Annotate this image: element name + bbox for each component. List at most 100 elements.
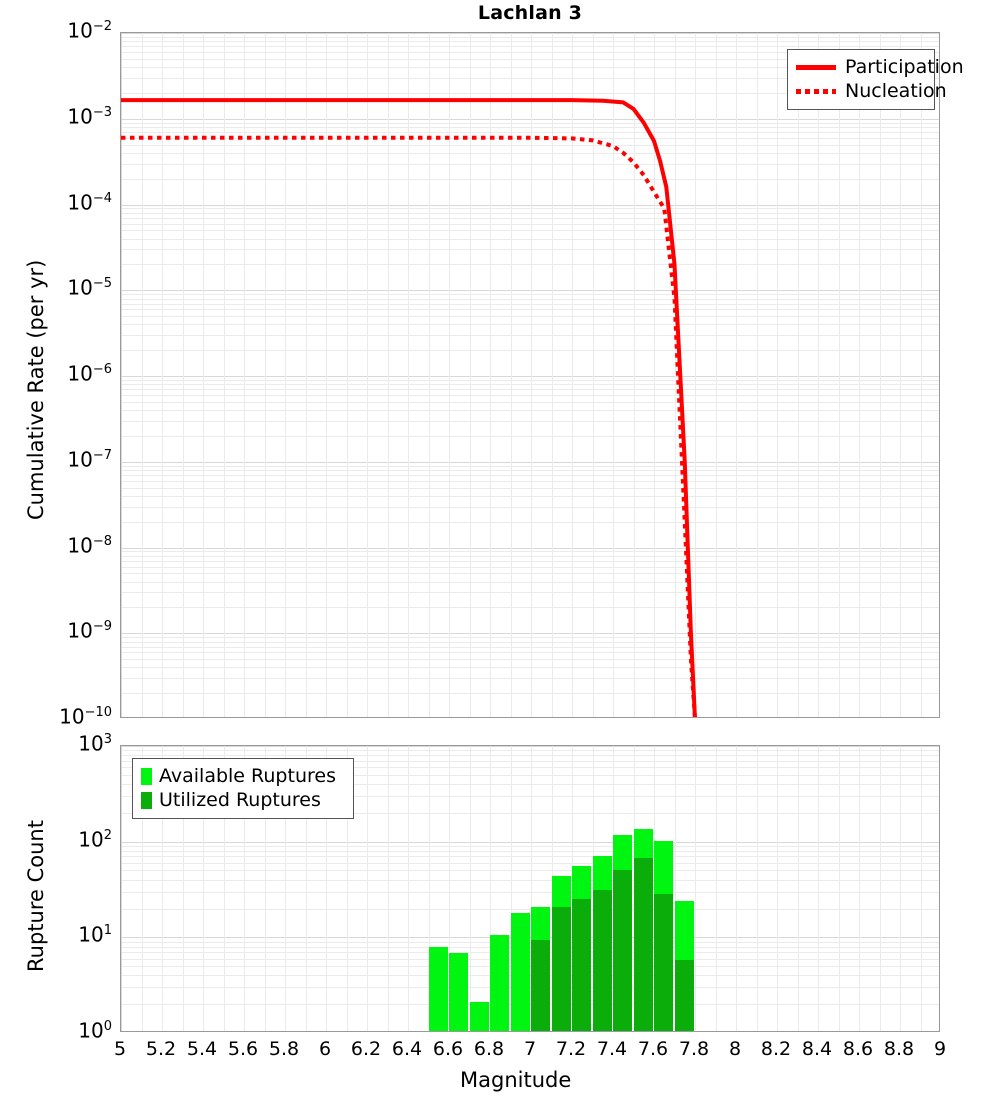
gridline-minor <box>531 33 532 717</box>
gridline-minor <box>121 420 939 422</box>
gridline-minor <box>305 746 307 1031</box>
gridline-minor <box>121 521 939 523</box>
gridline-minor <box>203 746 204 1031</box>
x-tick-label: 7 <box>523 1038 537 1060</box>
gridline-minor <box>469 33 471 717</box>
nucleation-dotted-line-icon <box>796 88 836 94</box>
gridline-minor <box>121 862 939 864</box>
gridline-minor <box>121 230 939 232</box>
gridline-minor <box>736 33 737 717</box>
x-tick-label: 9 <box>933 1038 947 1060</box>
gridline-minor <box>121 294 939 296</box>
gridline-minor <box>121 637 939 639</box>
gridline-minor <box>879 746 881 1031</box>
bar-segment-available <box>449 953 468 1031</box>
bar-segment-utilized <box>592 889 612 1031</box>
gridline-minor <box>121 335 939 337</box>
gridline-minor <box>121 238 939 240</box>
gridline-minor <box>121 678 939 680</box>
bar-segment-utilized <box>572 898 591 1031</box>
gridline-minor <box>572 33 573 717</box>
figure-title: Lachlan 3 <box>477 2 583 24</box>
gridline-minor <box>162 33 163 717</box>
gridline-minor <box>121 760 939 762</box>
legend-label-participation: Participation <box>845 55 964 78</box>
gridline-minor <box>141 746 143 1031</box>
gridline-minor <box>121 487 939 489</box>
gridline-minor <box>900 746 901 1031</box>
gridline-major <box>121 290 939 292</box>
gridline-minor <box>428 33 430 717</box>
gridline-minor <box>121 52 939 54</box>
gridline-minor <box>510 746 512 1031</box>
gridline-minor <box>613 33 614 717</box>
y-tick-label: 10−8 <box>67 533 112 558</box>
x-tick-label: 6.8 <box>473 1038 505 1060</box>
gridline-minor <box>121 303 939 305</box>
gridline-minor <box>449 33 450 717</box>
series-nucleation <box>121 135 697 717</box>
bar-segment-available <box>510 913 530 1031</box>
gridline-minor <box>121 122 939 124</box>
gridline-minor <box>633 33 635 717</box>
gridline-minor <box>121 891 939 893</box>
gridline-minor <box>777 33 778 717</box>
gridline-minor <box>592 33 594 717</box>
rupture-legend: Available Ruptures Utilized Ruptures <box>132 758 354 819</box>
gridline-minor <box>121 850 939 852</box>
gridline-minor <box>121 755 939 757</box>
y-tick-label: 103 <box>78 731 112 756</box>
series-participation <box>121 98 697 717</box>
rupture-count-plot-area <box>121 746 939 1031</box>
gridline-minor <box>121 667 939 669</box>
gridline-minor <box>182 33 184 717</box>
legend-label-nucleation: Nucleation <box>845 79 947 102</box>
gridline-minor <box>121 856 939 858</box>
y-axis-label-bottom: Rupture Count <box>24 819 48 972</box>
gridline-major <box>121 841 939 843</box>
histogram-bar <box>510 746 530 1031</box>
x-tick-label: 7.8 <box>678 1038 710 1060</box>
gridline-minor <box>469 746 471 1031</box>
gridline-minor <box>121 41 939 43</box>
legend-item-nucleation: Nucleation <box>796 79 947 103</box>
gridline-minor <box>121 966 939 968</box>
gridline-minor <box>121 958 939 960</box>
gridline-minor <box>879 33 881 717</box>
gridline-minor <box>346 33 348 717</box>
gridline-minor <box>223 746 225 1031</box>
gridline-minor <box>121 58 939 60</box>
y-tick-label: 10−5 <box>67 275 112 300</box>
gridline-minor <box>121 264 939 266</box>
gridline-minor <box>121 127 939 129</box>
gridline-minor <box>203 33 204 717</box>
gridline-major <box>121 746 122 1031</box>
y-tick-label: 10−2 <box>67 18 112 43</box>
gridline-minor <box>797 746 799 1031</box>
gridline-minor <box>551 33 553 717</box>
gridline-minor <box>121 796 939 798</box>
x-tick-label: 8.4 <box>801 1038 833 1060</box>
bar-segment-available <box>469 1002 489 1031</box>
x-tick-label: 7.4 <box>596 1038 628 1060</box>
gridline-minor <box>121 774 939 776</box>
gridline-minor <box>121 208 939 210</box>
gridline-minor <box>121 410 939 412</box>
y-tick-label: 10−10 <box>59 704 112 729</box>
legend-item-available: Available Ruptures <box>141 764 344 788</box>
gridline-minor <box>121 217 939 219</box>
gridline-minor <box>121 659 939 661</box>
gridline-minor <box>121 324 939 326</box>
gridline-minor <box>408 33 409 717</box>
x-tick-label: 6.4 <box>391 1038 423 1060</box>
legend-label-available: Available Ruptures <box>159 764 336 787</box>
gridline-minor <box>121 975 939 977</box>
participation-line-icon <box>796 64 836 70</box>
histogram-bar <box>449 746 468 1031</box>
gridline-major <box>121 547 939 549</box>
legend-item-participation: Participation <box>796 55 964 79</box>
gridline-minor <box>449 746 450 1031</box>
x-tick-label: 6.6 <box>432 1038 464 1060</box>
gridline-minor <box>182 746 184 1031</box>
gridline-minor <box>223 33 225 717</box>
